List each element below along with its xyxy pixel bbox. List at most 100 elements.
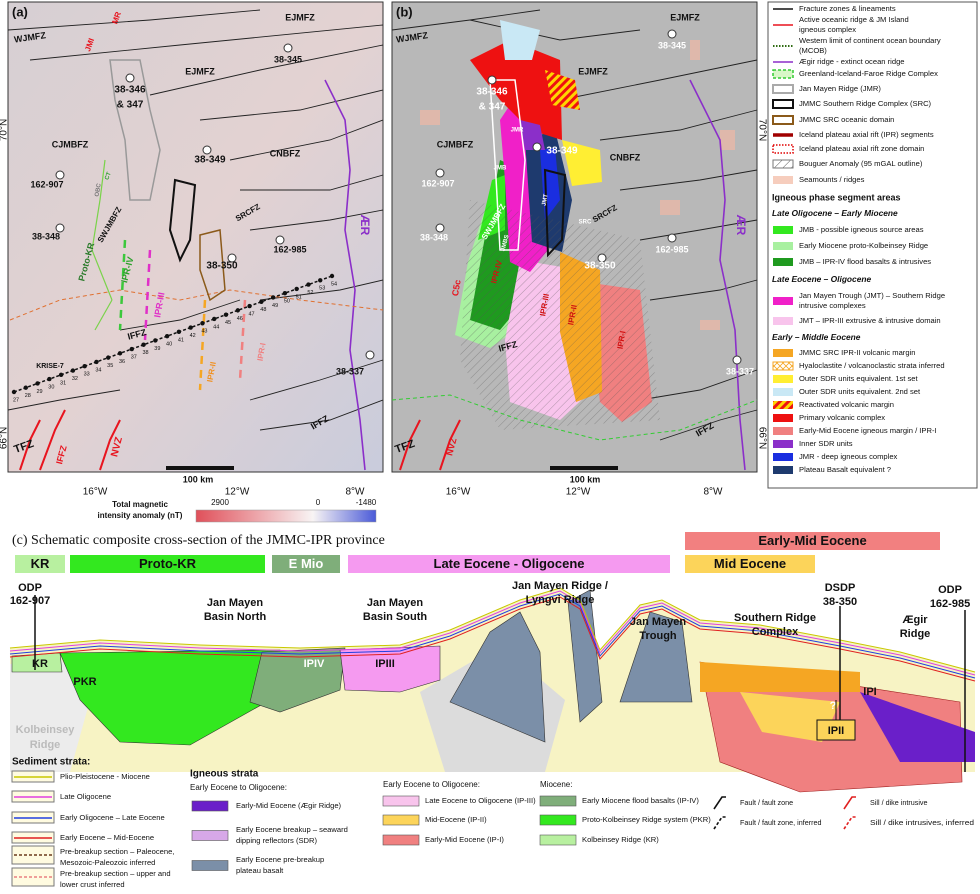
map-label: JMB: [494, 166, 507, 172]
legend-subheading: Early Eocene to Oligocene:: [190, 783, 287, 792]
legend-subheading: Late Oligocene – Early Miocene: [772, 208, 898, 218]
unit-box: [816, 719, 856, 741]
station: [282, 290, 288, 296]
legend-text: JMB - possible igneous source areas: [799, 225, 924, 234]
station-number: 29: [36, 389, 42, 395]
site-label: ODP: [938, 584, 962, 596]
site: [365, 350, 375, 360]
station-number: 44: [213, 324, 219, 330]
ipr-segment: [143, 249, 152, 341]
map-label: 162-907: [421, 178, 454, 188]
scale-bar: [166, 466, 234, 470]
legend-swatch: [382, 814, 420, 826]
legend-swatch: [773, 375, 793, 383]
station-number: 45: [225, 320, 231, 326]
station: [259, 299, 264, 304]
fracture-zone: [639, 219, 758, 241]
station-number: 32: [72, 376, 78, 382]
legend-swatch: [382, 834, 420, 846]
legend-swatch: [773, 176, 793, 184]
legend-swatch: [11, 845, 55, 865]
map-label: 162-907: [30, 179, 63, 189]
plateau-basalt: [567, 589, 603, 723]
site-label: Kolbeinsey: [16, 724, 76, 736]
colorbar: [195, 509, 377, 523]
map-label: IFFZ: [126, 327, 147, 342]
site: [732, 355, 742, 365]
fracture-zone: [149, 44, 384, 96]
legend-swatch: [11, 867, 55, 887]
site-label: 162-907: [10, 595, 50, 607]
axis-label: 12°W: [225, 487, 250, 498]
station: [223, 312, 229, 317]
plateau-basalt: [449, 611, 546, 743]
map-label: C5c: [450, 279, 463, 297]
legend-text: Outer SDR units equivalent. 2nd set: [799, 387, 921, 396]
fracture-zone: [599, 109, 758, 141]
legend-text: JMMC SRC oceanic domain: [799, 115, 894, 124]
axis-label: 66°N: [756, 427, 767, 449]
src-oceanic: [199, 229, 226, 302]
site: [435, 223, 445, 233]
legend-text: Hyaloclastite / volcanoclastic strata in…: [799, 361, 945, 370]
station: [82, 364, 87, 369]
axis-label: 66°N: [0, 427, 10, 449]
fracture-zone: [391, 9, 541, 31]
axis-label: 8°W: [346, 487, 366, 498]
station: [212, 316, 217, 322]
site: [202, 145, 212, 155]
age-bar: [15, 555, 65, 573]
map-label: EJMFZ: [185, 66, 215, 76]
station-number: 39: [154, 346, 160, 352]
site: [435, 168, 445, 178]
site-label: Ægir: [902, 614, 928, 626]
fracture-zone: [259, 399, 384, 431]
proto-kr: [99, 159, 106, 201]
station-number: 40: [166, 342, 172, 348]
plateau-basalt: [619, 611, 693, 703]
jmr-outline: [109, 59, 161, 201]
legend-text: Plio-Pleistocene - Miocene: [60, 772, 150, 781]
axis-label: 8°W: [704, 487, 724, 498]
map-label: NVZ: [109, 436, 125, 458]
legend-swatch: [772, 84, 794, 94]
map-label: 38-348: [32, 231, 60, 241]
map-label: WJMFZ: [13, 30, 47, 44]
age-bar: [685, 555, 815, 573]
age-bar-label: E Mio: [289, 556, 324, 571]
legend-swatch: [773, 242, 793, 250]
panel-label: (a): [12, 4, 28, 19]
map-label: 38-346: [114, 85, 146, 96]
legend-swatch: [773, 226, 793, 234]
map-label: JMBS: [501, 234, 511, 252]
station-number: 46: [237, 316, 243, 322]
fracture-zone: [7, 9, 261, 31]
map-label: IPR-II: [205, 361, 217, 383]
station: [94, 359, 99, 365]
map-label: 38-348: [420, 232, 448, 242]
ipr-segment: [198, 299, 207, 391]
aegir-ridge: [689, 79, 746, 471]
aegir-ridge: [324, 79, 366, 471]
sediment-horizon: [9, 587, 976, 673]
station: [270, 295, 276, 300]
site-label: Trough: [639, 630, 677, 642]
map-label: OBC: [94, 182, 102, 197]
map-label: 162-985: [655, 244, 688, 254]
map-label: & 347: [479, 102, 506, 113]
aegir-unit: [860, 692, 975, 762]
map-label: CJMBFZ: [52, 139, 89, 149]
fracture-zone: [649, 279, 758, 301]
legend-swatch: [772, 361, 794, 371]
axis-label: 70°N: [0, 119, 10, 141]
legend-text: JMT – IPR-III extrusive & intrusive doma…: [799, 316, 941, 325]
colorbar-title: intensity anomaly (nT): [98, 511, 183, 520]
bouguer-area: [460, 200, 660, 430]
station-number: 48: [260, 307, 266, 313]
proto-kr: [91, 249, 113, 301]
fracture-zone: [7, 389, 121, 411]
legend-swatch: [773, 427, 793, 435]
map-label: KRISE-7: [36, 363, 64, 370]
